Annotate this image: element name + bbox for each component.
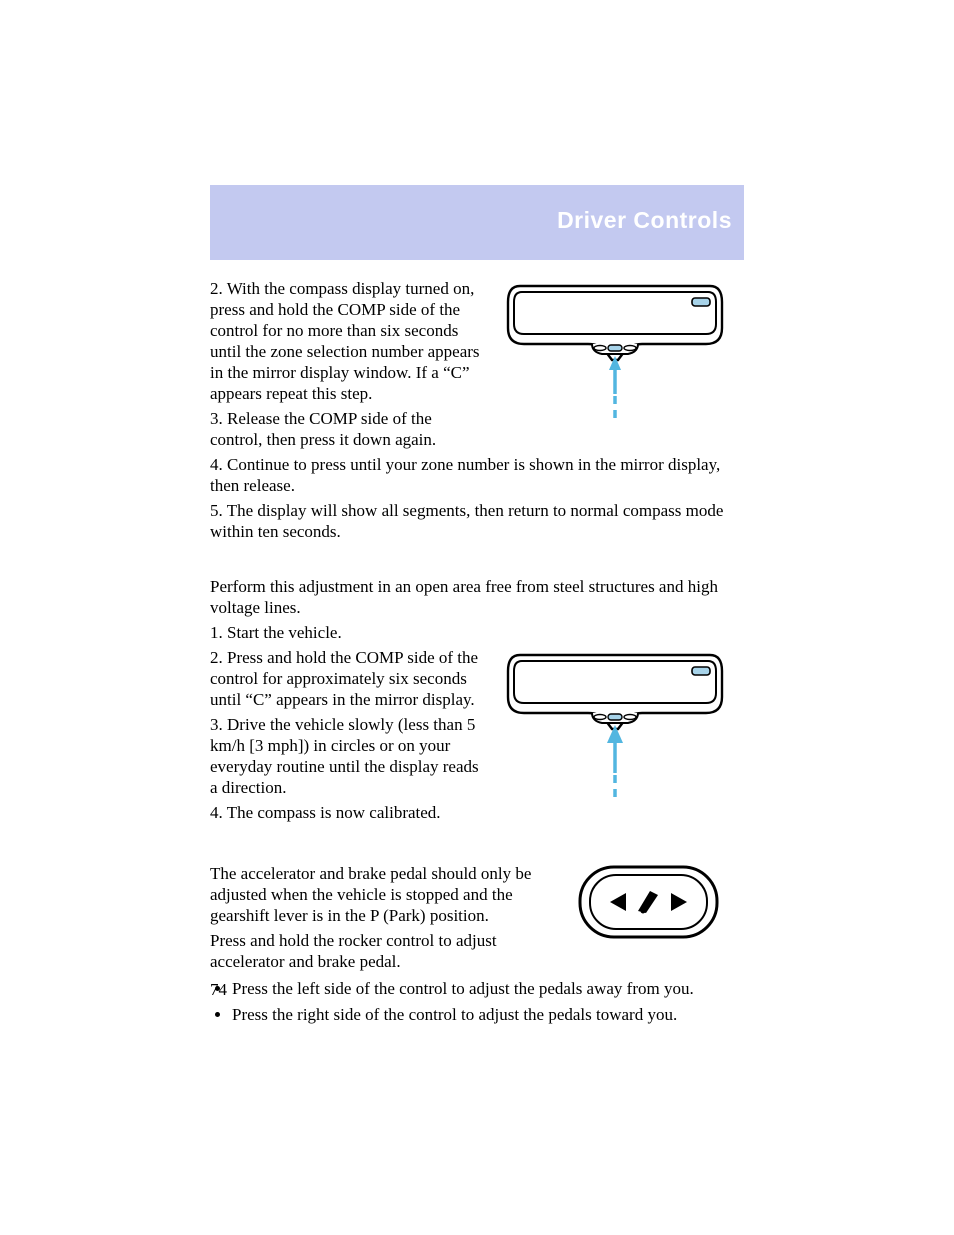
- content-area: 2. With the compass display turned on, p…: [210, 278, 744, 1030]
- pod-btn-center-icon: [608, 345, 622, 351]
- section-a-row: 2. With the compass display turned on, p…: [210, 278, 744, 454]
- mirror-display-icon: [692, 298, 710, 306]
- pedals-bullet-1: Press the left side of the control to ad…: [232, 978, 744, 1000]
- heading-pedals: POWER ADJUSTABLE FOOT PEDALS (IF EQUIPPE…: [210, 843, 744, 861]
- mirror-figure-2: [486, 647, 744, 827]
- pod-btn-right-icon: [624, 346, 636, 351]
- arrow-head-icon: [607, 725, 623, 743]
- calib-intro: Perform this adjustment in an open area …: [210, 576, 744, 618]
- page: Driver Controls 2. With the compass disp…: [0, 0, 954, 1235]
- mirror-glass: [514, 661, 716, 703]
- mirror2-svg: [500, 647, 730, 802]
- section-c-text: The accelerator and brake pedal should o…: [210, 863, 546, 976]
- step-a5: 5. The display will show all segments, t…: [210, 500, 744, 542]
- mirror1-svg: [500, 278, 730, 420]
- heading-calibration: Compass calibration adjustment: [210, 556, 744, 574]
- section-c-row: The accelerator and brake pedal should o…: [210, 863, 744, 976]
- pedal-svg: [576, 863, 721, 941]
- pedals-p1: The accelerator and brake pedal should o…: [210, 863, 546, 926]
- step-b3: 3. Drive the vehicle slowly (less than 5…: [210, 714, 486, 798]
- page-number: 74: [210, 980, 227, 1000]
- step-a4: 4. Continue to press until your zone num…: [210, 454, 744, 496]
- pedals-bullets: Press the left side of the control to ad…: [210, 978, 744, 1026]
- pod-btn-left-icon: [594, 346, 606, 351]
- pod-btn-right-icon: [624, 715, 636, 720]
- pedals-p2: Press and hold the rocker control to adj…: [210, 930, 546, 972]
- section-b-text: 2. Press and hold the COMP side of the c…: [210, 647, 486, 827]
- mirror-figure-1: [486, 278, 744, 454]
- section-b-row: 2. Press and hold the COMP side of the c…: [210, 647, 744, 827]
- mirror-display-icon: [692, 667, 710, 675]
- pod-btn-center-icon: [608, 714, 622, 720]
- step-a2: 2. With the compass display turned on, p…: [210, 278, 486, 404]
- mirror-glass: [514, 292, 716, 334]
- step-a3: 3. Release the COMP side of the control,…: [210, 408, 486, 450]
- header-title: Driver Controls: [557, 207, 732, 234]
- step-b1: 1. Start the vehicle.: [210, 622, 744, 643]
- pod-btn-left-icon: [594, 715, 606, 720]
- section-a-text: 2. With the compass display turned on, p…: [210, 278, 486, 454]
- step-b2: 2. Press and hold the COMP side of the c…: [210, 647, 486, 710]
- pedal-figure: [546, 863, 744, 976]
- header-band: Driver Controls: [210, 185, 744, 260]
- step-b4: 4. The compass is now calibrated.: [210, 802, 486, 823]
- pedals-bullet-2: Press the right side of the control to a…: [232, 1004, 744, 1026]
- pedal-pivot-icon: [641, 909, 646, 914]
